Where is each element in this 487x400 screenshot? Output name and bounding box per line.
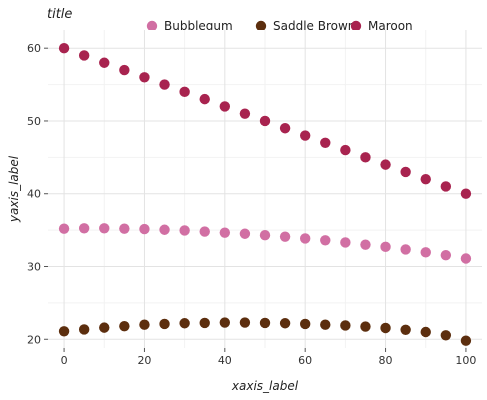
data-point xyxy=(179,318,190,329)
data-point xyxy=(320,319,331,330)
data-points xyxy=(58,42,472,346)
data-point xyxy=(139,72,150,83)
y-axis: 20 30 40 50 60 xyxy=(27,42,48,346)
data-point xyxy=(179,86,190,98)
data-point xyxy=(259,230,271,241)
y-tick-label: 30 xyxy=(27,260,41,273)
data-point xyxy=(279,231,291,242)
data-point xyxy=(400,324,411,336)
series-maroon xyxy=(58,42,472,199)
data-point xyxy=(440,250,452,261)
data-point xyxy=(420,326,431,338)
data-point xyxy=(360,321,371,332)
series-bubblegum xyxy=(58,223,472,264)
data-point xyxy=(400,244,411,255)
data-point xyxy=(159,79,170,90)
legend-marker xyxy=(350,20,362,32)
data-point xyxy=(199,93,210,105)
data-point xyxy=(99,57,110,68)
data-point xyxy=(219,317,231,328)
data-point xyxy=(380,159,391,170)
data-point xyxy=(199,317,210,329)
data-point xyxy=(299,233,311,244)
data-point xyxy=(259,115,271,127)
legend-label: Bubblegum xyxy=(164,19,233,33)
grid xyxy=(48,30,482,348)
data-point xyxy=(420,173,431,185)
data-point xyxy=(99,322,110,333)
data-point xyxy=(460,335,472,346)
legend-label: Saddle Brown xyxy=(273,19,355,33)
data-point xyxy=(259,317,271,329)
data-point xyxy=(139,319,150,330)
data-point xyxy=(279,123,291,134)
data-point xyxy=(400,166,411,178)
data-point xyxy=(159,224,170,235)
data-point xyxy=(320,137,331,148)
x-tick-label: 80 xyxy=(379,354,393,367)
data-point xyxy=(440,181,452,192)
x-tick-label: 60 xyxy=(298,354,312,367)
x-tick-label: 100 xyxy=(455,354,476,367)
data-point xyxy=(58,42,70,54)
x-axis: 0 20 40 60 80 100 xyxy=(61,348,476,367)
data-point xyxy=(279,318,291,329)
data-point xyxy=(460,188,472,199)
data-point xyxy=(179,225,190,236)
data-point xyxy=(139,223,150,235)
data-point xyxy=(239,108,251,119)
data-point xyxy=(380,241,391,253)
legend: Bubblegum Saddle Brown Maroon xyxy=(146,19,413,33)
data-point xyxy=(239,228,251,239)
x-tick-label: 40 xyxy=(218,354,232,367)
data-point xyxy=(360,152,371,163)
legend-label: Maroon xyxy=(368,19,413,33)
data-point xyxy=(340,320,351,331)
data-point xyxy=(78,324,90,335)
y-tick-label: 50 xyxy=(27,115,41,128)
data-point xyxy=(460,253,472,264)
data-point xyxy=(58,223,70,234)
data-point xyxy=(440,330,452,341)
x-tick-label: 0 xyxy=(61,354,68,367)
x-tick-label: 20 xyxy=(137,354,151,367)
series-saddle-brown xyxy=(58,317,472,346)
data-point xyxy=(99,223,110,234)
x-axis-title: xaxis_label xyxy=(231,379,299,393)
data-point xyxy=(119,223,130,234)
data-point xyxy=(219,101,231,112)
y-tick-label: 40 xyxy=(27,188,41,201)
legend-marker xyxy=(255,20,267,32)
data-point xyxy=(78,50,90,61)
y-tick-label: 20 xyxy=(27,333,41,346)
data-point xyxy=(320,235,331,246)
data-point xyxy=(420,247,431,258)
data-point xyxy=(58,326,70,337)
data-point xyxy=(219,227,231,238)
data-point xyxy=(199,226,210,237)
data-point xyxy=(119,64,130,76)
data-point xyxy=(78,223,90,234)
data-point xyxy=(299,130,311,141)
data-point xyxy=(159,318,170,330)
y-axis-title: yaxis_label xyxy=(7,155,21,223)
chart-title: title xyxy=(47,7,72,22)
data-point xyxy=(119,320,130,332)
data-point xyxy=(380,322,391,334)
data-point xyxy=(360,239,371,250)
y-tick-label: 60 xyxy=(27,42,41,55)
data-point xyxy=(340,144,351,156)
data-point xyxy=(299,318,311,330)
data-point xyxy=(340,237,351,248)
legend-marker xyxy=(146,20,158,32)
data-point xyxy=(239,317,251,328)
